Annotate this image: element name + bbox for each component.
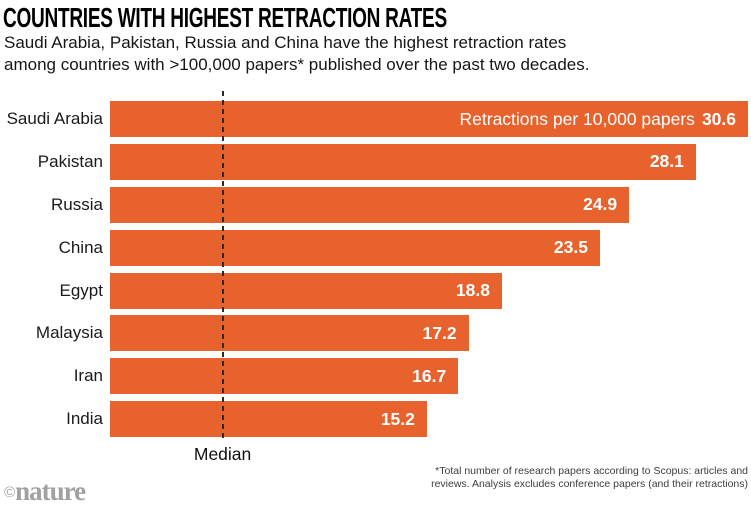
country-label-pakistan: Pakistan <box>37 151 103 171</box>
bar-row: Malaysia 17.2 <box>0 315 748 352</box>
bar-india: 15.2 <box>110 401 427 438</box>
country-label-malaysia: Malaysia <box>35 323 103 343</box>
bar-row: Pakistan 28.1 <box>0 143 748 180</box>
bar-russia: 24.9 <box>110 186 630 223</box>
bar-saudi-arabia: Retractions per 10,000 papers 30.6 <box>110 101 748 137</box>
bar-pakistan: 28.1 <box>110 143 696 180</box>
median-axis-label: Median <box>193 444 252 464</box>
nature-wordmark: nature <box>15 476 86 506</box>
country-label-egypt: Egypt <box>59 280 103 300</box>
bar-china: 23.5 <box>110 229 600 266</box>
value-label: 24.9 <box>583 194 618 215</box>
bar-track: 17.2 <box>110 315 748 352</box>
bar-row: Russia 24.9 <box>0 186 748 223</box>
bar-row: Iran 16.7 <box>0 358 748 395</box>
country-label-china: China <box>58 237 103 257</box>
median-line <box>221 91 224 441</box>
country-label-russia: Russia <box>51 194 103 214</box>
bar-row: India 15.2 <box>0 401 748 438</box>
bar-track: 23.5 <box>110 229 748 266</box>
bar-track: 16.7 <box>110 358 748 395</box>
country-label-iran: Iran <box>73 366 103 386</box>
copyright-icon: © <box>4 484 16 501</box>
bar-track: 24.9 <box>110 186 748 223</box>
bar-track: Retractions per 10,000 papers 30.6 <box>110 101 748 137</box>
bar-track: 18.8 <box>110 272 748 309</box>
chart-title: COUNTRIES WITH HIGHEST RETRACTION RATES <box>3 2 447 33</box>
value-label: 18.8 <box>455 280 490 301</box>
bar-rows: Saudi Arabia Retractions per 10,000 paper… <box>0 101 748 438</box>
chart-subtitle: Saudi Arabia, Pakistan, Russia and China… <box>4 32 589 76</box>
bar-row: Egypt 18.8 <box>0 272 748 309</box>
bar-malaysia: 17.2 <box>110 315 469 352</box>
bar-iran: 16.7 <box>110 358 459 395</box>
bar-egypt: 18.8 <box>110 272 502 309</box>
value-label: 17.2 <box>422 322 457 343</box>
country-label-india: India <box>66 409 103 429</box>
value-label: 28.1 <box>649 151 684 172</box>
value-label: 23.5 <box>553 237 588 258</box>
footnote-line-1: *Total number of research papers accordi… <box>435 465 748 477</box>
footnote: *Total number of research papers accordi… <box>431 465 748 491</box>
value-axis-label: Retractions per 10,000 papers <box>459 108 695 129</box>
value-label: 15.2 <box>380 408 415 429</box>
bar-row: China 23.5 <box>0 229 748 266</box>
value-label: 30.6 <box>701 108 736 129</box>
subtitle-line-2: among countries with >100,000 papers* pu… <box>4 55 590 74</box>
nature-logo: ©nature <box>4 476 86 506</box>
bar-row: Saudi Arabia Retractions per 10,000 paper… <box>0 101 748 137</box>
bar-track: 28.1 <box>110 143 748 180</box>
value-label: 16.7 <box>412 365 447 386</box>
subtitle-line-1: Saudi Arabia, Pakistan, Russia and China… <box>4 33 567 52</box>
footnote-line-2: reviews. Analysis excludes conference pa… <box>431 478 748 490</box>
bar-track: 15.2 <box>110 401 748 438</box>
country-label-saudi-arabia: Saudi Arabia <box>6 109 103 128</box>
